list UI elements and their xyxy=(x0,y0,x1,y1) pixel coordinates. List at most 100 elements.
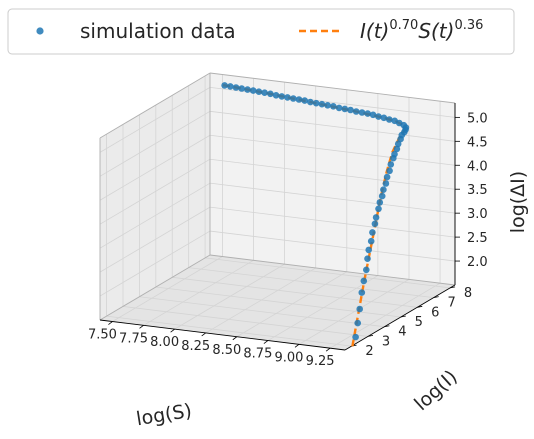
data-point xyxy=(369,111,377,119)
grid-line-z xyxy=(99,158,211,225)
data-point xyxy=(354,319,362,327)
z-axis-ticks: 2.0 2.5 3.0 3.5 4.0 4.5 5.0 xyxy=(455,111,488,270)
grid-lines xyxy=(99,74,456,349)
x-tick-label: 8.75 xyxy=(243,347,272,362)
data-point xyxy=(307,98,314,106)
grid-line-y xyxy=(188,267,434,299)
data-point xyxy=(324,102,331,109)
x-axis-label: log(S) xyxy=(135,400,194,430)
x-tick xyxy=(201,332,206,337)
data-point xyxy=(244,86,251,93)
x-tick-label: 8.50 xyxy=(212,343,241,358)
data-point xyxy=(387,161,395,168)
data-point xyxy=(356,305,364,313)
simulation-data-series xyxy=(221,82,410,341)
data-point xyxy=(372,214,380,221)
y-tick-label: 2 xyxy=(365,344,373,359)
x-tick-label: 9.25 xyxy=(306,354,335,369)
data-point xyxy=(369,229,376,236)
grid-line-z xyxy=(99,206,211,273)
grid-line-x xyxy=(174,263,285,330)
data-point xyxy=(284,94,291,101)
z-tick-label: 4.0 xyxy=(467,159,488,174)
y-tick-label: 3 xyxy=(382,334,390,349)
data-point xyxy=(380,186,387,193)
x-tick xyxy=(108,321,113,325)
data-point xyxy=(371,220,379,228)
grid-line-x xyxy=(329,282,441,349)
axis-lines xyxy=(99,72,456,351)
legend-frame xyxy=(7,8,515,55)
data-point xyxy=(365,246,373,254)
x-tick xyxy=(232,336,238,341)
y-tick-label: 5 xyxy=(415,315,423,330)
data-point xyxy=(312,99,320,107)
data-point xyxy=(295,96,303,103)
x-tick xyxy=(294,344,300,348)
data-point xyxy=(221,82,228,89)
y-tick xyxy=(433,296,439,299)
z-tick-label: 5.0 xyxy=(467,111,488,126)
y-tick-label: 7 xyxy=(448,296,456,311)
data-point xyxy=(358,109,366,116)
x-tick xyxy=(325,347,331,352)
legend-label-simulation: simulation data xyxy=(80,19,236,43)
z-tick-label: 3.0 xyxy=(467,207,488,222)
data-point xyxy=(391,117,399,125)
data-point xyxy=(380,114,388,122)
data-point xyxy=(238,85,245,92)
data-point xyxy=(382,180,390,187)
x-tick-label: 9.00 xyxy=(275,350,304,365)
x-tick xyxy=(170,328,175,333)
grid-line-z xyxy=(209,206,456,238)
grid-line-z xyxy=(209,134,456,166)
x-tick xyxy=(139,325,144,329)
data-point xyxy=(375,113,382,120)
grid-line-z xyxy=(209,182,456,214)
pane-edge xyxy=(99,254,211,321)
data-point xyxy=(347,106,354,114)
x-axis-ticks: 7.50 7.75 8.00 8.25 8.50 8.75 9.00 9.25 xyxy=(88,321,335,369)
data-point xyxy=(383,173,391,181)
data-point xyxy=(352,108,360,115)
grid-line-z xyxy=(99,230,211,297)
legend-marker-simulation xyxy=(36,27,44,35)
pane-edge xyxy=(99,72,211,139)
grid-line-z xyxy=(209,110,456,142)
grid-line-y xyxy=(122,306,369,337)
back-pane xyxy=(210,73,455,285)
data-point xyxy=(375,205,382,213)
x-tick-label: 7.75 xyxy=(119,331,148,346)
x-tick-label: 7.50 xyxy=(88,328,117,343)
data-point xyxy=(352,333,359,341)
z-tick-label: 3.5 xyxy=(467,183,488,198)
y-tick-label: 6 xyxy=(431,305,439,320)
data-point xyxy=(278,93,286,100)
side-pane xyxy=(100,73,210,320)
y-tick xyxy=(417,305,423,308)
z-tick-label: 4.5 xyxy=(467,135,488,150)
data-point xyxy=(255,88,263,95)
y-tick-label: 8 xyxy=(464,286,472,301)
grid-line-z xyxy=(209,230,456,262)
grid-line-x xyxy=(236,271,348,338)
data-point xyxy=(318,100,326,108)
grid-line-z xyxy=(99,110,211,177)
data-point xyxy=(341,105,349,113)
data-point xyxy=(301,97,309,104)
x-tick-label: 8.00 xyxy=(150,335,179,350)
data-point xyxy=(358,289,366,296)
data-point xyxy=(364,110,372,117)
data-point xyxy=(232,84,240,91)
grid-line-z xyxy=(99,134,211,201)
data-point xyxy=(261,89,268,96)
data-point xyxy=(364,255,371,262)
grid-line-y xyxy=(106,315,352,347)
pane-edge xyxy=(209,72,456,104)
z-axis-label: log(ΔI) xyxy=(507,171,529,233)
z-tick-label: 2.5 xyxy=(467,231,488,246)
x-tick xyxy=(263,340,269,344)
y-axis-line xyxy=(344,284,456,351)
grid-line-y xyxy=(205,257,451,289)
